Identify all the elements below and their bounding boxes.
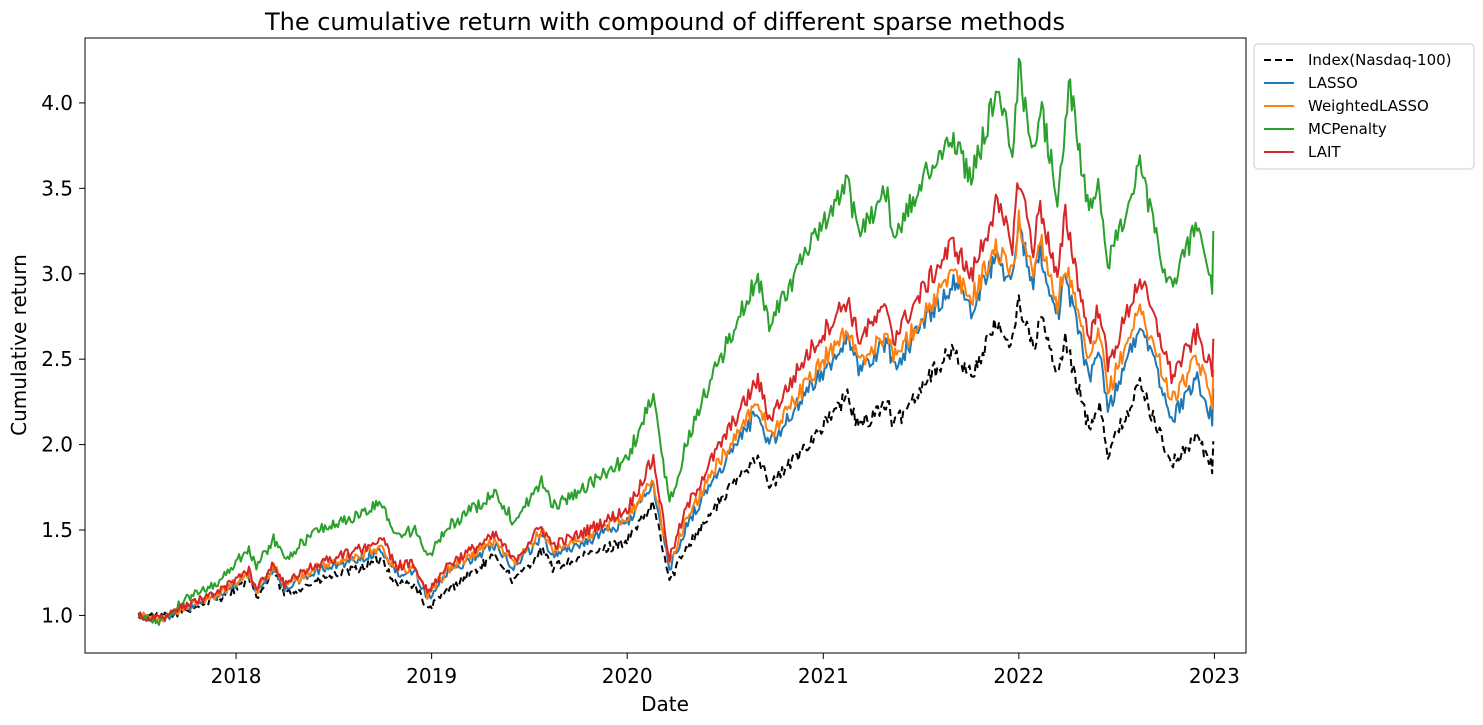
- series-line-lait: [137, 182, 1215, 622]
- x-tick-label: 2019: [406, 664, 457, 688]
- legend-entry-label: WeightedLASSO: [1308, 97, 1429, 115]
- legend: Index(Nasdaq-100) LASSO WeightedLASSO MCPen…: [1253, 43, 1475, 170]
- legend-entry-label: Index(Nasdaq-100): [1308, 51, 1452, 69]
- y-tick-label: 2.0: [41, 433, 73, 457]
- axes: 2018 2019 2020 2021 2022 2023 1.0 1.5 2.0 2.5 3.0 3…: [41, 91, 1240, 688]
- y-tick-label: 1.5: [41, 518, 73, 542]
- y-tick-label: 4.0: [41, 91, 73, 115]
- x-tick-label: 2023: [1189, 664, 1240, 688]
- x-tick-label: 2021: [798, 664, 849, 688]
- y-axis-label: Cumulative return: [7, 254, 31, 436]
- y-tick-label: 3.5: [41, 176, 73, 200]
- series-line-weightedlasso: [138, 209, 1215, 623]
- series-line-mcpenalty: [138, 57, 1215, 626]
- series-line-index-nasdaq-100: [137, 294, 1215, 621]
- plot-frame: [84, 37, 1247, 654]
- legend-entry-label: LAIT: [1308, 143, 1341, 161]
- y-tick-label: 1.0: [41, 603, 73, 627]
- x-axis-label: Date: [641, 692, 689, 716]
- legend-entry-label: LASSO: [1308, 74, 1358, 92]
- x-tick-label: 2022: [993, 664, 1044, 688]
- x-tick-label: 2020: [602, 664, 653, 688]
- plot-area: [137, 57, 1215, 626]
- x-tick-label: 2018: [211, 664, 262, 688]
- legend-box: [1253, 43, 1475, 170]
- y-tick-label: 2.5: [41, 347, 73, 371]
- legend-entry-label: MCPenalty: [1308, 120, 1387, 138]
- chart-title: The cumulative return with compound of d…: [264, 8, 1065, 36]
- y-tick-label: 3.0: [41, 262, 73, 286]
